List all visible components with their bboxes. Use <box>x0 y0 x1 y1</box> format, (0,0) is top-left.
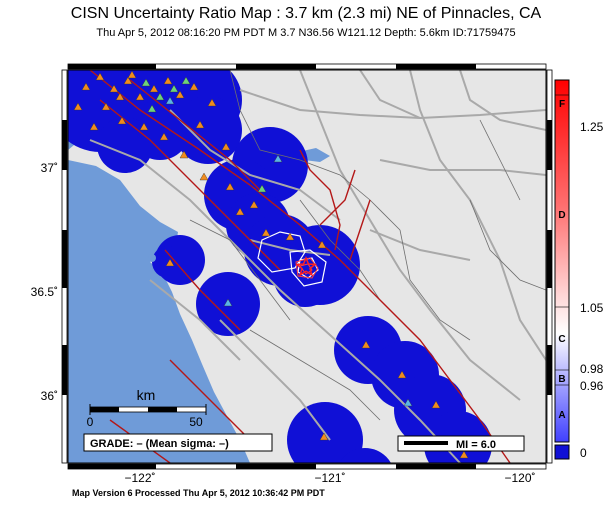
scale-label-50: 50 <box>189 415 203 429</box>
cb-label-1-25: 1.25 <box>580 120 604 134</box>
grade-a: A <box>558 410 565 421</box>
version-footer: Map Version 6 Processed Thu Apr 5, 2012 … <box>72 488 325 498</box>
lon-label-121: −121˚ <box>314 471 345 485</box>
scale-bar: km 0 50 <box>87 387 207 429</box>
cb-label-1-05: 1.05 <box>580 301 604 315</box>
event-info: Thu Apr 5, 2012 08:16:20 PM PDT M 3.7 N3… <box>96 27 516 39</box>
grade-f: F <box>559 99 565 110</box>
map-frame-ticks <box>61 63 553 470</box>
grade-text: GRADE: – (Mean sigma: –) <box>90 438 229 450</box>
county-lines <box>189 70 546 421</box>
grade-c: C <box>558 334 565 345</box>
road-network <box>89 70 546 463</box>
scale-unit: km <box>137 387 156 403</box>
lon-label-120: −120˚ <box>504 471 535 485</box>
station-markers <box>73 70 469 459</box>
mi-legend-box: MI = 6.0 <box>397 435 525 452</box>
red-contours <box>295 257 319 279</box>
map-title: CISN Uncertainty Ratio Map : 3.7 km (2.3… <box>70 5 542 22</box>
lat-label-37: 37˚ <box>41 161 58 175</box>
star-icon <box>295 256 317 277</box>
cb-label-0-98: 0.98 <box>580 362 604 376</box>
uncertainty-zones <box>68 70 492 463</box>
ocean-area <box>68 160 250 463</box>
lon-label-122: −122˚ <box>124 471 155 485</box>
cb-label-0: 0 <box>580 446 587 460</box>
lat-label-36-5: 36.5˚ <box>31 285 58 299</box>
scale-label-0: 0 <box>87 415 94 429</box>
lat-label-36: 36˚ <box>41 389 58 403</box>
cb-label-0-96: 0.96 <box>580 379 604 393</box>
grade-b: B <box>558 374 565 385</box>
grade-d: D <box>558 210 565 221</box>
map-area <box>68 70 546 463</box>
colorbar: F D C B A 1.25 1.05 0.98 0.96 0 <box>554 79 604 460</box>
mi-text: MI = 6.0 <box>456 439 496 451</box>
grade-box: GRADE: – (Mean sigma: –) <box>83 433 273 452</box>
